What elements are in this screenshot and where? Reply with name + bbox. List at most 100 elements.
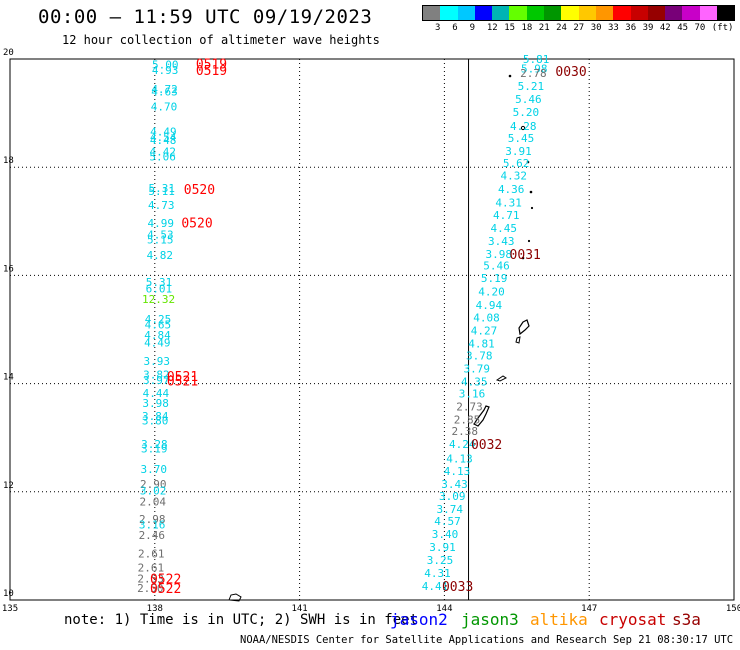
island-dot	[527, 239, 531, 243]
legend-label: 30	[590, 23, 602, 33]
wave-height-label: 4.31	[424, 567, 451, 580]
sat-cryosat: cryosat	[599, 610, 667, 629]
wave-height-label: 3.97	[143, 374, 170, 387]
sat-altika: altika	[530, 610, 588, 629]
wave-height-label: 2.38	[451, 425, 478, 438]
lat-tick-labels: 20 18 16 14 12 10	[3, 48, 14, 599]
legend-label: 45	[677, 23, 689, 33]
wave-height-label: 4.82	[147, 249, 174, 262]
pass-time-label: 0522	[150, 582, 181, 597]
wave-height-label: 4.45	[490, 222, 517, 235]
map-frame	[9, 58, 735, 601]
lat-tick-label: 16	[3, 264, 14, 274]
sat-jason2: jason2	[390, 610, 448, 629]
wave-height-label: 3.09	[439, 490, 466, 503]
wave-height-label: 5.46	[515, 93, 542, 106]
islands	[228, 74, 534, 602]
legend-swatch	[457, 6, 475, 20]
legend-label: 27	[573, 23, 585, 33]
wave-height-values: 5.004.934.724.634.704.494.544.484.425.06…	[137, 53, 549, 595]
wave-height-label: 3.19	[141, 443, 168, 456]
wave-height-label: 5.98	[521, 63, 548, 76]
wave-height-label: 2.04	[140, 496, 167, 509]
wave-height-label: 4.54	[150, 131, 177, 144]
wave-height-label: 3.82	[143, 368, 170, 381]
legend-swatch	[578, 6, 596, 20]
legend-label: 42	[659, 23, 671, 33]
wave-height-label: 4.20	[478, 286, 505, 299]
pass-time-label: 0519	[196, 57, 227, 72]
wave-height-label: 3.98	[142, 397, 169, 410]
wave-height-label: 4.49	[144, 336, 171, 349]
pass-time-label: 0520	[181, 216, 212, 231]
wave-height-label: 2.46	[139, 529, 166, 542]
wave-height-label: 5.06	[149, 150, 176, 163]
wave-height-label: 5.81	[523, 53, 550, 66]
wave-height-label: 4.81	[468, 338, 495, 351]
map-grid	[10, 59, 734, 600]
lon-tick-label: 141	[291, 604, 307, 614]
wave-height-label: 5.31	[146, 276, 173, 289]
wave-height-label: 3.80	[142, 414, 169, 427]
wave-height-label: 5.21	[518, 80, 545, 93]
pass-time-label: 0032	[471, 438, 502, 453]
wave-height-label: 5.45	[508, 132, 535, 145]
lon-tick-label: 138	[147, 604, 163, 614]
lon-tick-label: 144	[436, 604, 452, 614]
wave-height-label: 4.24	[449, 438, 476, 451]
wave-height-label: 4.72	[151, 83, 178, 96]
wave-height-label: 4.48	[150, 134, 177, 147]
wave-height-label: 3.93	[144, 355, 171, 368]
page-subtitle: 12 hour collection of altimeter wave hei…	[62, 33, 380, 47]
wave-height-label: 4.63	[151, 85, 178, 98]
wave-height-label: 5.20	[513, 106, 540, 119]
island-tinian	[515, 336, 521, 344]
wave-height-label: 4.08	[473, 312, 500, 325]
wave-height-label: 2.90	[140, 478, 167, 491]
legend-swatch	[492, 6, 510, 20]
legend-swatch	[561, 6, 579, 20]
wave-height-label: 4.32	[501, 169, 528, 182]
wave-height-label: 3.25	[427, 554, 454, 567]
wave-height-label: 3.91	[429, 541, 456, 554]
wave-height-label: 5.19	[481, 272, 508, 285]
lat-tick-label: 20	[3, 48, 14, 58]
wave-height-label: 3.16	[459, 387, 486, 400]
wave-height-label: 4.71	[493, 209, 520, 222]
wave-height-label: 2.98	[139, 513, 166, 526]
legend-swatch	[595, 6, 614, 20]
lon-tick-label: 135	[2, 604, 18, 614]
legend-swatch	[665, 6, 683, 20]
wave-height-label: 4.57	[434, 515, 461, 528]
wave-height-label: 4.42	[150, 146, 177, 159]
wave-height-label: 4.27	[471, 325, 498, 338]
wave-height-label: 6.01	[146, 282, 173, 295]
legend-swatch	[509, 6, 527, 20]
wave-height-label: 4.13	[444, 465, 471, 478]
pass-time-label: 0520	[184, 183, 215, 198]
page-title: 00:00 – 11:59 UTC 09/19/2023	[38, 6, 373, 28]
wave-height-label: 4.70	[151, 101, 178, 114]
wave-height-label: 5.31	[148, 182, 175, 195]
pass-time-label: 0519	[196, 64, 227, 79]
wave-height-label: 4.41	[422, 580, 449, 593]
wave-height-label: 3.98	[485, 248, 512, 261]
wave-height-label: 12.32	[142, 293, 175, 306]
legend-swatch	[474, 6, 493, 20]
legend-swatch	[423, 6, 441, 20]
wave-height-label: 2.73	[456, 400, 483, 413]
legend-label: 15	[504, 23, 516, 33]
wave-height-label: 4.44	[143, 387, 170, 400]
wave-height-label: 4.84	[144, 329, 171, 342]
pass-time-label: 0033	[442, 580, 473, 595]
pass-time-label: 0521	[167, 374, 198, 389]
wave-height-label: 2.53	[137, 572, 164, 585]
legend-label: 33	[608, 23, 619, 33]
island-saipan	[518, 319, 530, 336]
wave-height-label: 5.11	[148, 185, 175, 198]
legend-label: (ft)	[711, 23, 734, 33]
legend-swatch	[526, 6, 545, 20]
legend-label: 24	[556, 23, 567, 33]
legend-label: 39	[642, 23, 654, 33]
wave-height-label: 3.43	[441, 478, 468, 491]
